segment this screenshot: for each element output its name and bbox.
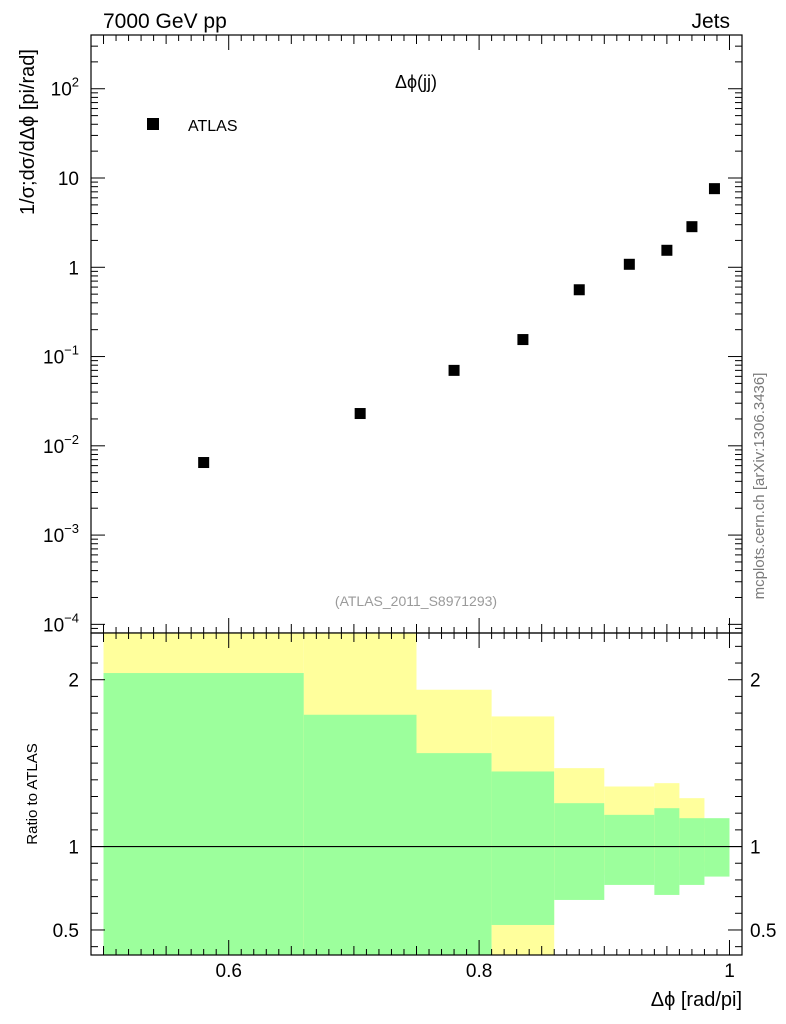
ratio-y-tick-label-left-2: 2 <box>68 671 79 692</box>
ratio-y-axis-label: Ratio to ATLAS <box>24 743 41 844</box>
side-label: mcplots.cern.ch [arXiv:1306.3436] <box>751 373 768 600</box>
inner-band-bin-4 <box>554 803 605 900</box>
data-point-5 <box>623 258 635 270</box>
header-left-label: 7000 GeV pp <box>103 10 227 33</box>
x-tick-label-1: 0.8 <box>466 961 492 982</box>
x-axis-label: Δϕ [rad/pi] <box>651 989 742 1011</box>
main-plot-ticks <box>90 34 743 634</box>
x-tick-label-0: 0.6 <box>216 961 242 982</box>
y-tick-label-2: 10−2 <box>43 432 79 458</box>
legend-label-atlas: ATLAS <box>188 118 238 135</box>
ratio-y-tick-label-right-0: 0.5 <box>750 921 776 942</box>
data-point-8 <box>708 183 720 195</box>
y-tick-label-1: 10−3 <box>43 521 79 547</box>
data-point-6 <box>661 244 673 256</box>
inner-band-bin-0 <box>103 673 304 955</box>
ratio-y-tick-label-right-1: 1 <box>750 838 761 859</box>
header-right-label: Jets <box>691 10 730 33</box>
inner-band-bin-2 <box>416 753 492 955</box>
legend-marker-atlas <box>147 118 159 130</box>
analysis-label: (ATLAS_2011_S8971293) <box>335 593 497 609</box>
y-tick-label-4: 1 <box>68 258 79 279</box>
ratio-y-tick-label-left-0: 0.5 <box>53 921 79 942</box>
data-point-4 <box>573 284 585 296</box>
data-point-1 <box>354 408 366 420</box>
y-axis-label: 1/σ;dσ/dΔϕ [pi/rad] <box>17 49 39 215</box>
inner-band-bin-8 <box>704 818 730 877</box>
inner-band-bin-1 <box>303 714 417 955</box>
inner-band-bin-6 <box>654 808 680 895</box>
y-tick-label-3: 10−1 <box>43 343 79 369</box>
data-point-0 <box>198 457 210 469</box>
plot-title: Δϕ(jj) <box>395 72 437 92</box>
inner-band-bin-7 <box>679 818 705 885</box>
data-point-3 <box>517 334 529 346</box>
y-tick-label-6: 102 <box>51 75 79 101</box>
x-tick-label-2: 1 <box>724 961 735 982</box>
y-tick-label-5: 10 <box>58 169 79 190</box>
data-point-2 <box>448 364 460 376</box>
inner-band-bin-5 <box>604 814 655 885</box>
ratio-plot-ticks <box>90 633 743 955</box>
inner-band-bin-3 <box>491 771 555 925</box>
y-tick-label-0: 10−4 <box>43 610 79 636</box>
ratio-y-tick-label-left-1: 1 <box>68 838 79 859</box>
ratio-y-tick-label-right-2: 2 <box>750 671 761 692</box>
data-point-7 <box>686 221 698 233</box>
